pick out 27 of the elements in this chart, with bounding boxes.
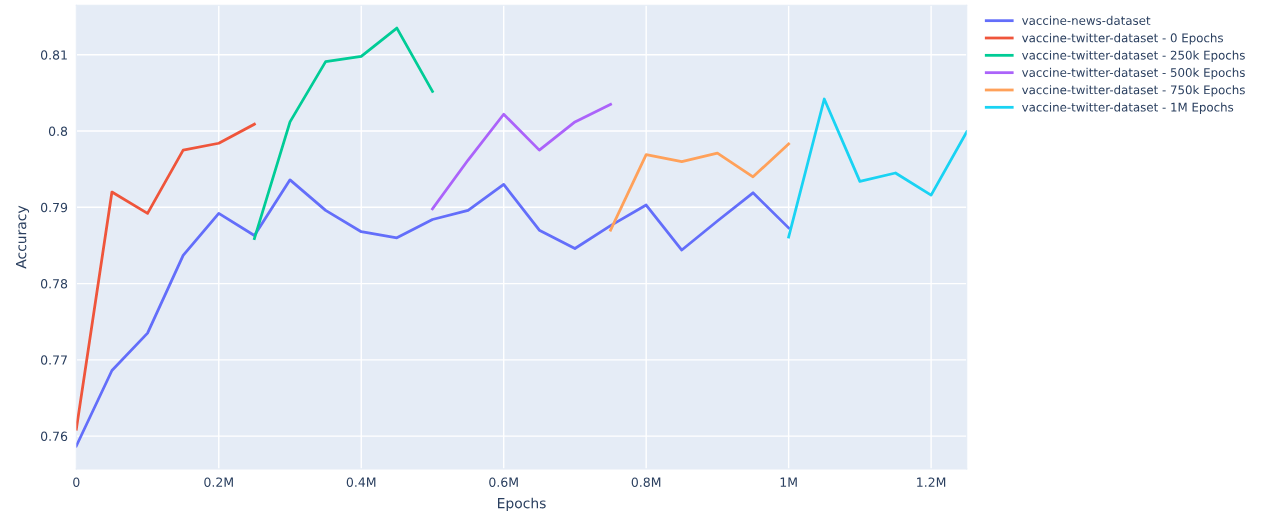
x-tick-label: 0 (73, 477, 80, 487)
line-series (787, 97, 967, 239)
line-series (431, 102, 612, 211)
line-series (76, 178, 791, 448)
legend-label: vaccine-twitter-dataset - 750k Epochs (1022, 85, 1245, 97)
x-tick-label: 0.6M (489, 477, 518, 487)
legend-label: vaccine-twitter-dataset - 0 Epochs (1022, 33, 1223, 45)
x-axis-title: Epochs (498, 497, 546, 512)
x-tick-label: 0.2M (204, 477, 233, 487)
legend-label: vaccine-twitter-dataset - 500k Epochs (1022, 67, 1245, 80)
y-axis-title: Accuracy (16, 205, 30, 269)
legend-label: vaccine-news-dataset (1022, 15, 1151, 25)
line-series (76, 122, 256, 431)
y-tick-label: 0.81 (40, 50, 67, 60)
line-series (253, 26, 434, 240)
y-tick-label: 0.8 (48, 126, 68, 136)
y-tick-label: 0.78 (40, 279, 68, 289)
y-tick-label: 0.76 (40, 431, 68, 442)
x-tick-label: 0.8M (631, 477, 661, 487)
y-tick-label: 0.77 (40, 355, 67, 365)
x-tick-label: 0.4M (346, 477, 376, 487)
legend-label: vaccine-twitter-dataset - 250k Epochs (1022, 50, 1245, 62)
y-tick-label: 0.79 (40, 202, 68, 213)
x-tick-label: 1.2M (917, 477, 946, 487)
line-series (609, 142, 791, 232)
legend-label: vaccine-twitter-dataset - 1M Epochs (1022, 102, 1234, 114)
x-tick-label: 1M (780, 477, 797, 487)
